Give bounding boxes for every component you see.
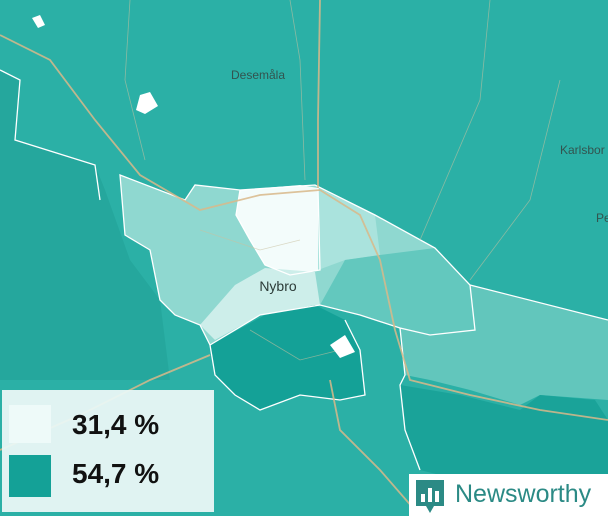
region — [400, 285, 608, 405]
minor-roads — [124, 0, 561, 361]
region — [210, 305, 365, 410]
legend-label: 31,4 % — [72, 409, 159, 440]
town-label: Nybro — [259, 278, 297, 294]
legend-swatch — [9, 455, 51, 497]
place-label: Karlsbor — [560, 143, 605, 157]
region — [236, 185, 320, 275]
brand-name: Newsworthy — [455, 480, 592, 508]
brand-logo — [416, 480, 444, 513]
region — [320, 248, 475, 335]
region — [318, 188, 380, 270]
legend-swatch — [9, 405, 51, 443]
region — [0, 70, 170, 380]
place-label: Pe — [596, 211, 608, 225]
region — [200, 268, 320, 340]
legend-label: 54,7 % — [72, 458, 159, 489]
borders — [0, 69, 608, 471]
place-label: Desemåla — [231, 68, 285, 82]
region — [400, 385, 608, 480]
